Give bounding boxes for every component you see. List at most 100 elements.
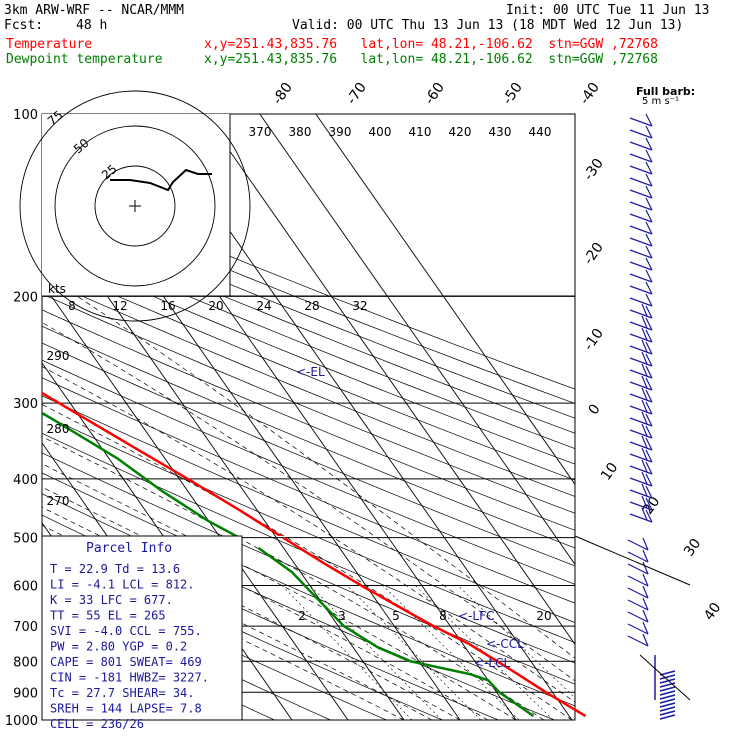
- wind-barb-flag: [645, 305, 653, 319]
- wind-barb-flag: [641, 303, 648, 317]
- parcel-info-row: TT = 55 EL = 265: [50, 609, 166, 623]
- wind-barb-flag: [645, 257, 653, 271]
- hodograph-background: [42, 114, 230, 296]
- wind-barb-flag: [641, 459, 648, 473]
- hodograph-speed-label: 16: [160, 299, 175, 313]
- wind-barb-flag: [641, 399, 648, 413]
- dry-adiabat-line: [42, 293, 575, 514]
- wind-barb-flag: [645, 365, 653, 379]
- wind-barb-flag: [659, 670, 676, 676]
- wind-barb-flag: [641, 351, 648, 365]
- wind-barb-staff: [629, 333, 653, 343]
- wind-barb-flag: [645, 485, 653, 499]
- wind-barb-flag: [659, 694, 676, 700]
- theta-e-label: 280: [47, 422, 70, 436]
- wind-barb-flag: [645, 149, 653, 163]
- dry-adiabat-line: [42, 377, 575, 604]
- wind-barb-flag: [642, 633, 649, 647]
- mixing-ratio-line: [309, 585, 442, 720]
- wind-barb-flag: [642, 597, 649, 611]
- wind-barb-staff: [629, 453, 653, 463]
- pressure-label: 500: [13, 532, 38, 547]
- dry-adiabat-line: [42, 413, 575, 643]
- dry-adiabat-line: [42, 277, 575, 497]
- hodograph-ring: [94, 165, 176, 247]
- full-barb-label: Full barb:: [636, 85, 695, 98]
- wind-barb-flag: [659, 702, 676, 708]
- isotherm-line: [0, 114, 12, 720]
- pressure-label: 600: [13, 580, 38, 595]
- hodograph-speed-label: 8: [68, 299, 76, 313]
- wind-barb-staff: [629, 345, 653, 355]
- dry-adiabat-line: [42, 309, 575, 531]
- wind-barb-staff: [629, 201, 653, 211]
- wind-barb-flag: [645, 293, 653, 307]
- parcel-info-box: Parcel Info T = 22.9 Td = 13.6 LI = -4.1 L…: [41, 535, 243, 731]
- theta-e-label: 290: [47, 349, 70, 363]
- wind-barb-flag: [659, 698, 676, 704]
- init-time: Init: 00 UTC Tue 11 Jun 13: [506, 3, 710, 18]
- wind-barb-flag: [641, 327, 648, 341]
- wind-barb-flag: [642, 549, 649, 563]
- isotherm-line: [42, 282, 349, 720]
- wind-barb-staff: [629, 297, 653, 307]
- wind-barb-flag: [642, 561, 649, 575]
- wind-barb-flag: [645, 377, 653, 391]
- sounding-profiles: [42, 391, 283, 536]
- wind-barb-flag: [641, 411, 648, 425]
- wind-barb-flag: [659, 686, 676, 692]
- wind-barb-flag: [642, 609, 649, 623]
- pressure-label: 900: [13, 686, 38, 701]
- wind-barb-flag: [641, 375, 648, 389]
- wind-barb-flag: [645, 161, 653, 175]
- wind-barb-flag: [645, 449, 653, 463]
- wind-barb-flag: [645, 353, 653, 367]
- isotherm-label: -10: [581, 326, 607, 354]
- wind-barb-flag: [645, 209, 653, 223]
- dry-adiabat-line: [42, 452, 575, 685]
- wind-barb-flag: [641, 387, 648, 401]
- pressure-label: 800: [13, 655, 38, 670]
- wind-barb-flag: [659, 706, 676, 712]
- mixing-ratio-lines: [281, 585, 575, 720]
- dry-adiabat-line: [42, 342, 575, 567]
- wind-barb-flag: [641, 507, 648, 521]
- theta-label: 380: [289, 125, 312, 139]
- theta-e-label: 270: [47, 494, 70, 508]
- wind-barb-staff: [627, 551, 649, 563]
- wind-barb-staff: [629, 153, 653, 163]
- hodograph-units: kts: [48, 282, 66, 296]
- theta-label: 410: [409, 125, 432, 139]
- mixing-ratio-label: 5: [392, 609, 400, 623]
- level-lfc-label: <-LFC: [458, 609, 494, 623]
- isotherm-label: -20: [581, 240, 607, 268]
- wind-barb-staff: [629, 393, 653, 403]
- wind-barb-flag: [645, 125, 653, 139]
- pressure-label: 700: [13, 620, 38, 635]
- wind-barb-flag: [645, 341, 653, 355]
- wind-barb-flag: [645, 173, 653, 187]
- wind-barb-staff: [629, 369, 653, 379]
- theta-label: 370: [249, 125, 272, 139]
- parcel-info-row: LI = -4.1 LCL = 812.: [50, 578, 195, 592]
- wind-column-outline: [574, 535, 691, 586]
- wind-barb-flag: [645, 221, 653, 235]
- temperature-location: x,y=251.43,835.76 lat,lon= 48.21,-106.62…: [204, 37, 658, 52]
- moist-adiabat-line: [42, 322, 575, 682]
- wind-barb-flag: [642, 537, 649, 551]
- wind-barb-flag: [659, 674, 676, 680]
- wind-barb-flag: [645, 473, 653, 487]
- mixing-ratio-label: 20: [536, 609, 551, 623]
- wind-barb-staff: [627, 623, 649, 635]
- parcel-info-background: [41, 535, 243, 721]
- dry-adiabat-line: [42, 204, 575, 419]
- wind-barb-flag: [641, 447, 648, 461]
- isotherm-label: -50: [500, 80, 526, 108]
- parcel-info-row: K = 33 LFC = 677.: [50, 593, 173, 607]
- wind-barb-staff: [629, 249, 653, 259]
- parcel-info-row: Tc = 27.7 SHEAR= 34.: [50, 686, 195, 700]
- wind-barb-flag: [659, 714, 676, 720]
- wind-barb-flag: [642, 621, 649, 635]
- theta-label: 440: [529, 125, 552, 139]
